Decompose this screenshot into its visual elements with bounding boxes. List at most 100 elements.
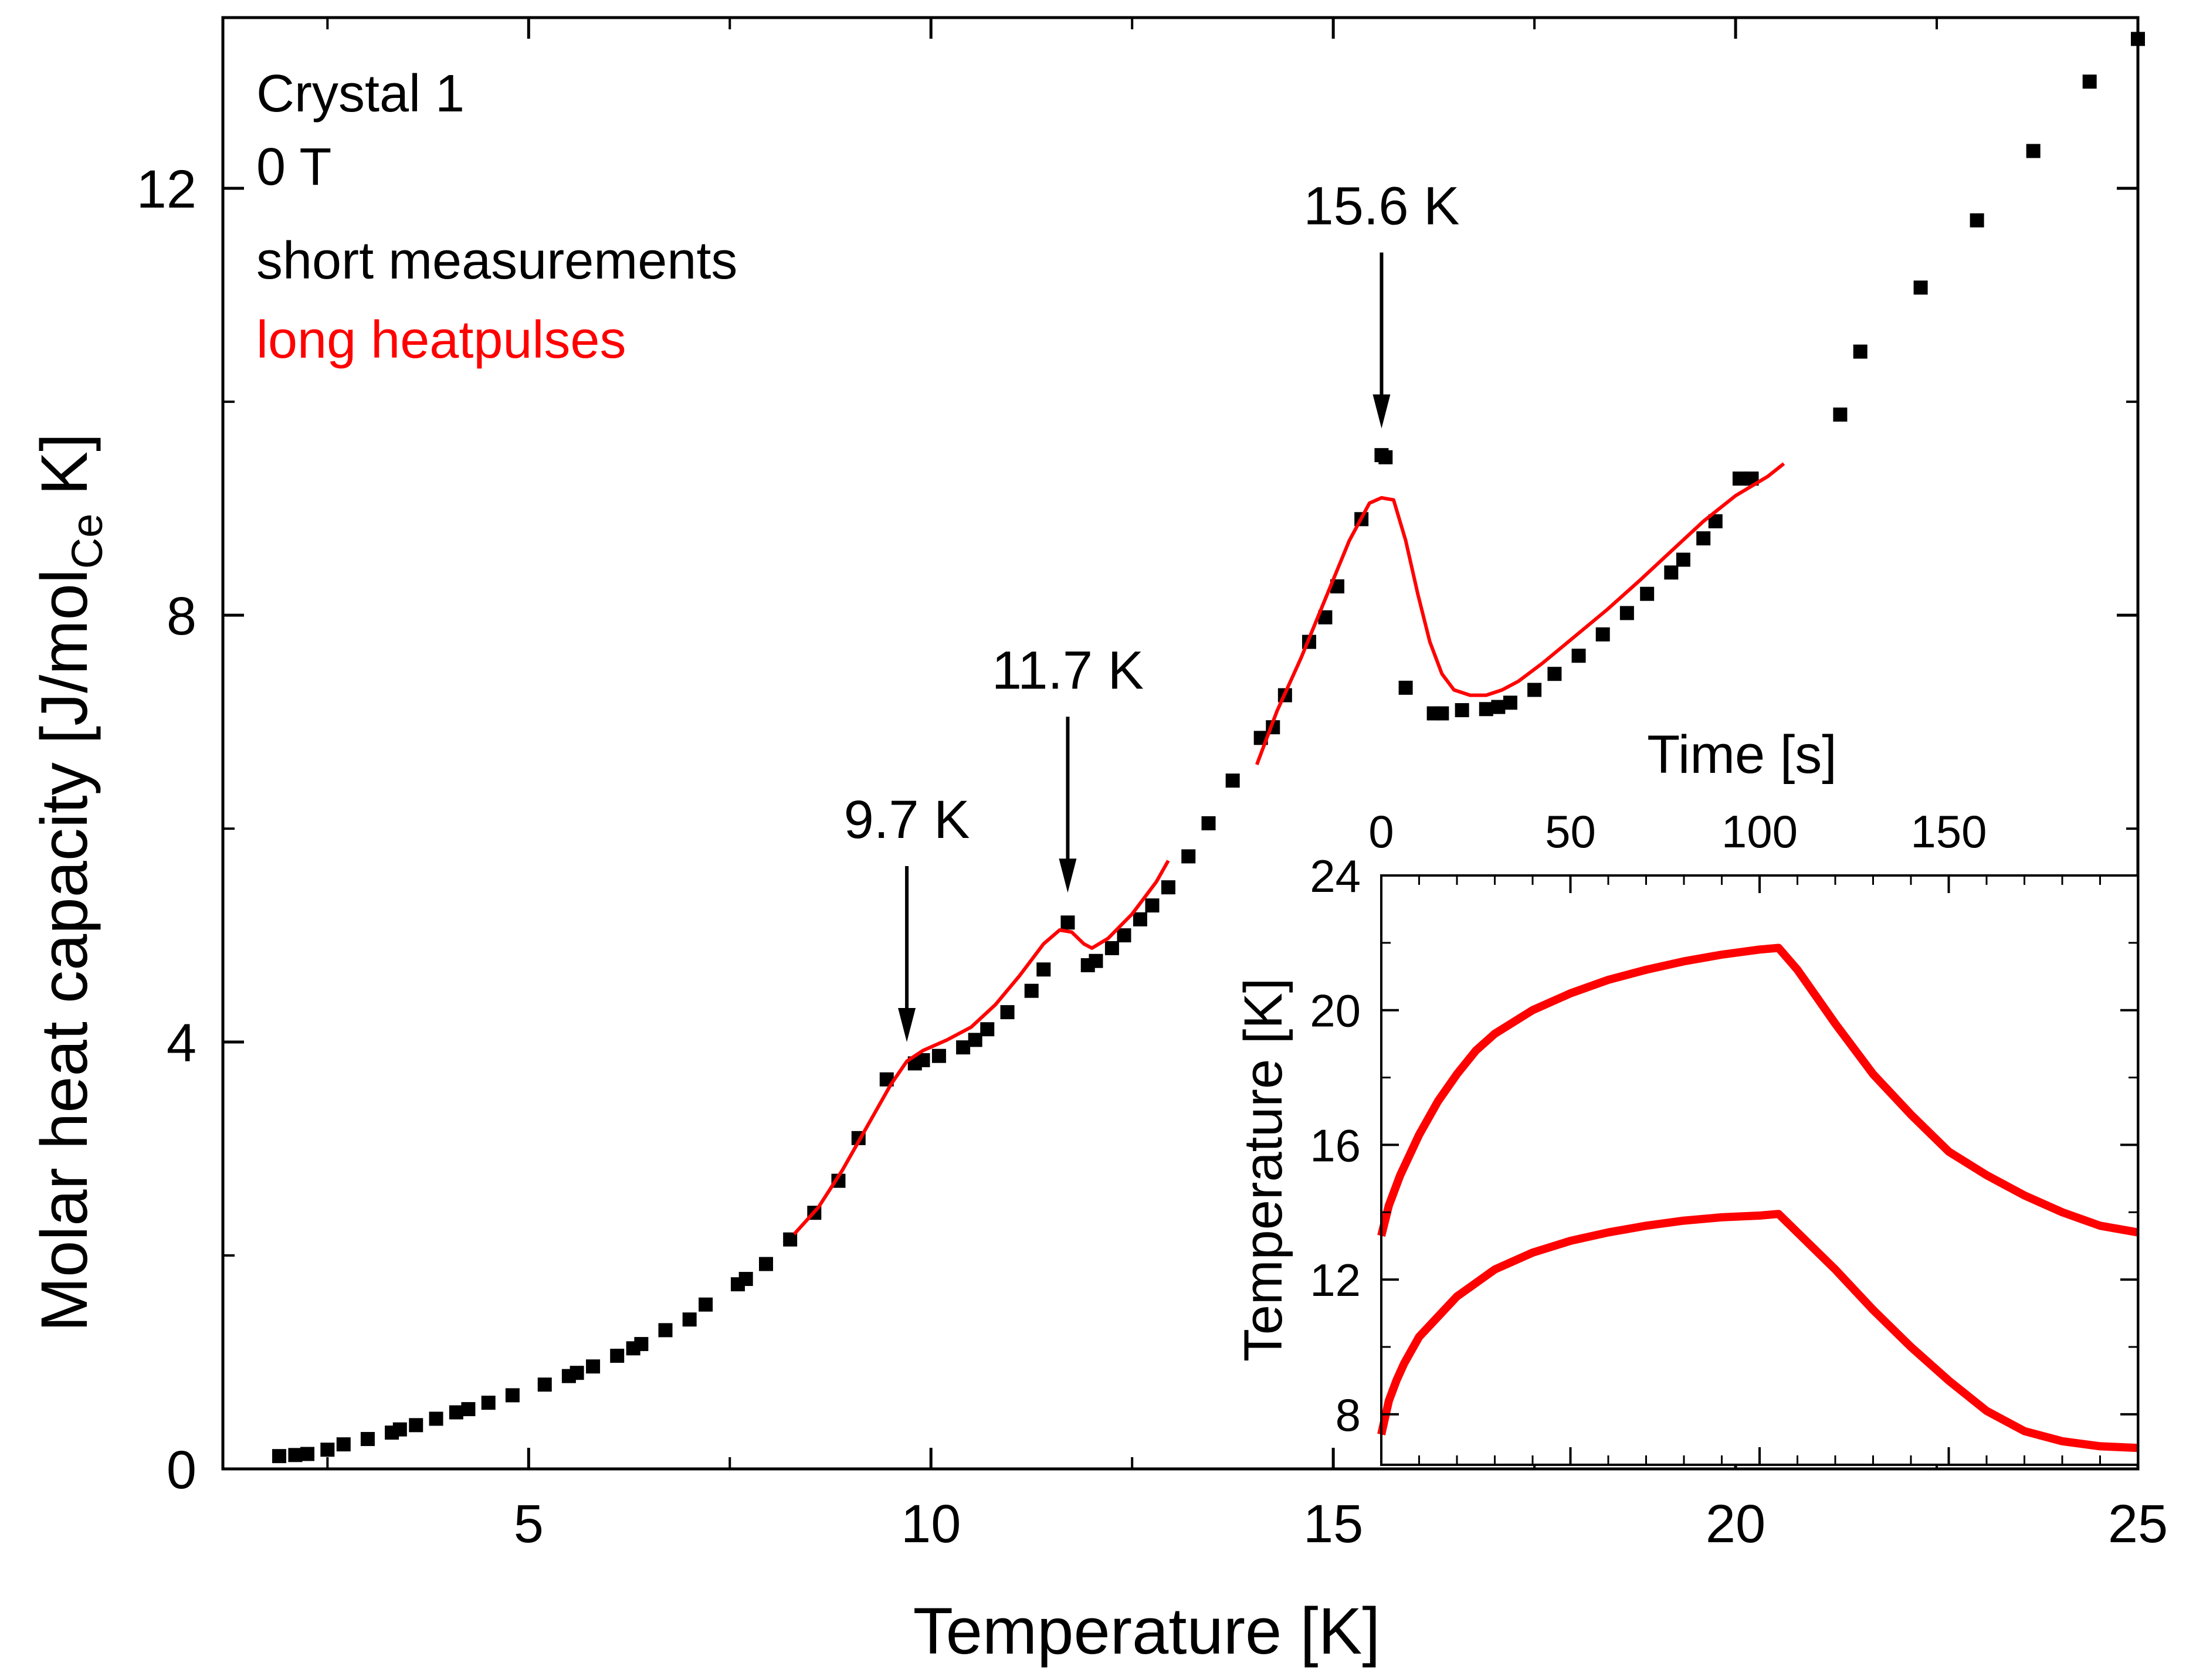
- data-point: [1640, 586, 1655, 601]
- heatpulse-line: [792, 860, 1170, 1236]
- data-point: [1833, 407, 1848, 422]
- data-point: [1503, 695, 1517, 710]
- inset-x-axis-label: Time [s]: [1647, 725, 1837, 785]
- main-axis-ticks: 5 10 15 20 25 0 4 8 12: [137, 18, 2168, 1554]
- data-point: [1913, 280, 1928, 295]
- inset-plot: 0 50 100 150 8 12 16 20 24 Time [s] Temperature …: [1233, 725, 2139, 1466]
- data-point: [272, 1449, 287, 1464]
- data-point: [1696, 531, 1711, 546]
- data-point: [461, 1402, 476, 1417]
- data-point: [2026, 144, 2041, 158]
- transition-label: 15.6 K: [1303, 177, 1459, 236]
- data-point: [931, 1048, 946, 1063]
- main-plot-frame: [221, 16, 2140, 1471]
- data-point: [634, 1337, 649, 1352]
- inset-background: [1381, 875, 2138, 1465]
- data-point: [1479, 702, 1493, 717]
- data-point: [505, 1388, 520, 1403]
- data-point: [980, 1022, 995, 1037]
- data-point: [1036, 962, 1051, 977]
- data-point: [1225, 773, 1240, 788]
- inset-x-tick-label: 50: [1545, 806, 1596, 857]
- data-point: [1133, 912, 1147, 926]
- inset-y-tick-label: 12: [1310, 1254, 1361, 1306]
- data-point: [1435, 706, 1449, 721]
- inset-temperature-curve: [1377, 1210, 2138, 1452]
- data-point: [1378, 450, 1393, 464]
- data-point: [1117, 928, 1131, 943]
- main-y-axis-label-subscript: Ce: [63, 514, 111, 569]
- inset-y-tick-label: 20: [1310, 985, 1361, 1037]
- data-point: [2082, 74, 2097, 89]
- y-tick-label: 12: [137, 159, 196, 219]
- x-tick-label: 25: [2108, 1494, 2168, 1554]
- inset-temperature-curve: [1377, 943, 2139, 1237]
- data-point: [956, 1040, 971, 1055]
- data-point: [699, 1297, 713, 1312]
- data-point: [1060, 915, 1075, 930]
- data-point: [570, 1366, 584, 1380]
- data-point: [586, 1359, 601, 1374]
- data-point: [1619, 606, 1634, 620]
- data-point: [1000, 1005, 1015, 1020]
- data-point: [1201, 816, 1216, 830]
- data-point: [783, 1232, 798, 1247]
- heatpulse-line: [1255, 462, 1785, 765]
- data-point: [360, 1432, 375, 1447]
- y-tick-label: 0: [167, 1440, 196, 1500]
- inset-x-tick-label: 0: [1368, 806, 1394, 857]
- inset-y-tick-label: 16: [1310, 1119, 1361, 1171]
- data-point: [968, 1033, 982, 1047]
- inset-axis-ticks: 0 50 100 150 8 12 16 20 24: [1310, 806, 2138, 1465]
- data-point: [1571, 649, 1586, 663]
- transition-arrows: 9.7 K 11.7 K 15.6 K: [844, 177, 1459, 1043]
- data-point: [658, 1323, 673, 1338]
- x-tick-label: 10: [901, 1494, 961, 1554]
- data-point: [336, 1437, 351, 1452]
- data-point: [1853, 344, 1868, 359]
- transition-label: 9.7 K: [844, 790, 970, 850]
- data-point: [429, 1411, 443, 1426]
- arrow-head: [898, 1008, 916, 1043]
- inset-plot-frame: [1380, 874, 2139, 1466]
- y-tick-label: 8: [167, 586, 196, 646]
- data-point: [481, 1396, 496, 1410]
- data-point: [1595, 627, 1610, 642]
- data-point: [1089, 953, 1103, 968]
- main-y-axis-label-main: Molar heat capacity [J/mol: [28, 569, 101, 1332]
- data-point: [1664, 565, 1679, 580]
- long-heatpulses-series: [792, 462, 1785, 1236]
- legend-long-heatpulses: long heatpulses: [256, 311, 626, 369]
- inset-y-tick-label: 24: [1310, 850, 1361, 902]
- data-point: [1732, 471, 1747, 486]
- data-point: [738, 1272, 753, 1287]
- data-point: [682, 1312, 697, 1327]
- data-point: [1676, 552, 1690, 567]
- main-x-axis-label: Temperature [K]: [913, 1594, 1381, 1668]
- transition-label: 11.7 K: [992, 640, 1144, 700]
- data-point: [610, 1349, 625, 1363]
- inset-x-tick-label: 150: [1910, 806, 1987, 857]
- inset-x-tick-label: 100: [1721, 806, 1798, 857]
- main-plot: 9.7 K 11.7 K 15.6 K 5 10 15 20 25 0 4 8 12 Tempera…: [28, 16, 2168, 1668]
- inset-y-axis-label: Temperature [K]: [1233, 978, 1293, 1362]
- data-point: [537, 1377, 552, 1392]
- data-point: [1024, 983, 1039, 998]
- main-y-axis-label-end: K]: [28, 433, 101, 514]
- inset-y-tick-label: 8: [1336, 1389, 1361, 1441]
- x-tick-label: 15: [1303, 1494, 1363, 1554]
- legend-short-measurements: short measurements: [256, 232, 737, 290]
- data-point: [392, 1422, 407, 1437]
- x-tick-label: 5: [514, 1494, 544, 1554]
- data-point: [1181, 849, 1196, 864]
- data-point: [1145, 898, 1160, 913]
- arrow-head: [1059, 858, 1077, 893]
- x-tick-label: 20: [1706, 1494, 1765, 1554]
- data-point: [300, 1447, 315, 1461]
- data-point: [1161, 880, 1175, 895]
- data-point: [449, 1405, 463, 1420]
- data-point: [1547, 667, 1562, 681]
- crystal-label: Crystal 1: [256, 65, 465, 123]
- data-point: [1398, 680, 1413, 695]
